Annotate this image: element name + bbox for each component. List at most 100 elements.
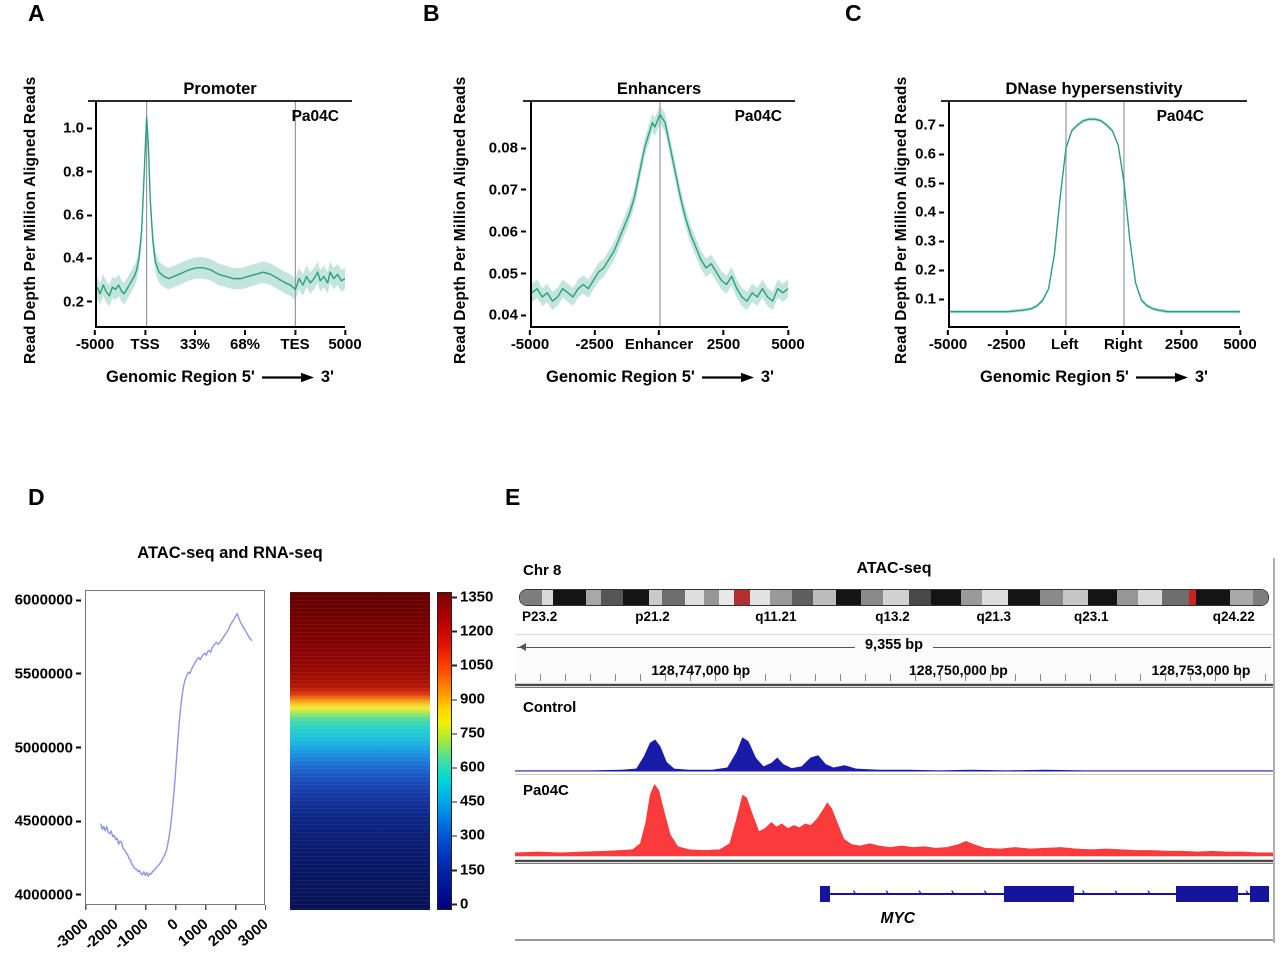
track-label: Pa04C bbox=[523, 782, 569, 799]
cytoband bbox=[883, 590, 909, 605]
right-arrow-icon bbox=[1135, 372, 1188, 383]
y-tick-label: 0.1 bbox=[915, 290, 944, 308]
cytoband bbox=[733, 590, 751, 605]
cytoband-label: q11.21 bbox=[755, 609, 797, 624]
cytoband bbox=[1230, 590, 1253, 605]
cytoband-label: q21.3 bbox=[976, 609, 1012, 624]
colorbar-tick-label: 1350 bbox=[451, 588, 494, 606]
caption-text: Genomic Region 5' bbox=[106, 368, 255, 386]
chromosome-label: Chr 8 bbox=[523, 562, 562, 579]
panel-b-x-ticks: -5000 -2500 Enhancer 2500 5000 bbox=[511, 330, 805, 356]
y-tick-label: 0.3 bbox=[915, 232, 944, 250]
cytoband bbox=[908, 590, 932, 605]
panel-d-letter: D bbox=[28, 484, 45, 510]
panel-c-y-ticks: 0.7 0.6 0.5 0.4 0.3 0.2 0.1 bbox=[900, 102, 944, 328]
x-tick-label: -2500 bbox=[575, 330, 614, 353]
panel-a-top-spine bbox=[88, 100, 352, 102]
panel-c-title: DNase hypersenstivity bbox=[1005, 80, 1183, 98]
y-tick-label: 5000000 bbox=[14, 739, 82, 756]
y-tick-label: 0.4 bbox=[915, 203, 944, 221]
y-tick-label: 0.6 bbox=[63, 206, 92, 224]
control-baseline bbox=[515, 770, 1273, 772]
panel-b-title: Enhancers bbox=[616, 80, 702, 98]
panel-c-plot: Pa04C bbox=[948, 102, 1240, 328]
control-coverage-area bbox=[515, 737, 1273, 772]
cytoband bbox=[1161, 590, 1189, 605]
panel-d-y-ticks: 6000000 5500000 5000000 4500000 4000000 bbox=[0, 590, 82, 905]
x-tick-label: -2000 bbox=[81, 915, 122, 954]
cytoband bbox=[1116, 590, 1138, 605]
x-tick-label: -5000 bbox=[510, 330, 550, 353]
cytoband bbox=[792, 590, 814, 605]
x-tick-label: -3000 bbox=[51, 915, 92, 954]
panel-d-title: ATAC-seq and RNA-seq bbox=[137, 544, 323, 562]
cytoband bbox=[1007, 590, 1041, 605]
x-tick-label: 5000 bbox=[771, 330, 805, 353]
x-tick-label: Left bbox=[1051, 330, 1079, 353]
x-tick-label: -5000 bbox=[75, 330, 115, 353]
x-tick-label: -2500 bbox=[987, 330, 1026, 353]
control-track: Control bbox=[515, 692, 1273, 775]
colorbar-tick-label: 1200 bbox=[451, 622, 494, 640]
caption-text: 3' bbox=[760, 368, 774, 386]
cytoband bbox=[623, 590, 649, 605]
colorbar-tick-label: 0 bbox=[451, 895, 469, 913]
dn-ase-line-chart bbox=[950, 102, 1240, 326]
cytoband bbox=[703, 590, 719, 605]
cytoband bbox=[662, 590, 685, 605]
pa04c-track: Pa04C bbox=[515, 775, 1273, 860]
panel-d-x-ticks: -3000 -2000 -1000 0 1000 2000 3000 bbox=[51, 908, 271, 956]
pa04c-coverage-area bbox=[515, 784, 1273, 857]
y-tick-label: 0.4 bbox=[63, 249, 92, 267]
panel-d-plot bbox=[85, 590, 265, 905]
x-tick-label: 2500 bbox=[1164, 330, 1199, 353]
cytoband bbox=[600, 590, 624, 605]
y-tick-label: 0.8 bbox=[63, 163, 92, 181]
gene-name-label: MYC bbox=[880, 910, 916, 927]
panel-c-top-spine bbox=[941, 100, 1247, 102]
gene-exon bbox=[1250, 886, 1270, 902]
gene-track: MYC › › › › › › › › › › › › › › › › › › … bbox=[515, 868, 1273, 941]
panel-d-x-tickmarks bbox=[85, 905, 266, 910]
panel-a-sample-label: Pa04C bbox=[291, 108, 339, 125]
cytoband bbox=[961, 590, 983, 605]
y-tick-label: 0.05 bbox=[488, 265, 527, 283]
panel-b-x-axis-caption: Genomic Region 5' 3' bbox=[512, 368, 808, 387]
cytoband bbox=[520, 590, 543, 605]
panel-c-x-ticks: -5000 -2500 Left Right 2500 5000 bbox=[929, 330, 1257, 356]
caption-text: 3' bbox=[1194, 368, 1208, 386]
panel-a-title: Promoter bbox=[183, 80, 257, 98]
cytoband bbox=[1137, 590, 1162, 605]
y-tick-label: 0.6 bbox=[915, 145, 944, 163]
enhancers-line-chart bbox=[532, 102, 788, 326]
colorbar-ticks: 1350 1200 1050 900 750 600 450 300 150 0 bbox=[451, 588, 504, 913]
cytoband-label: q24.22 bbox=[1212, 609, 1255, 624]
colorbar-tick-label: 1050 bbox=[451, 656, 494, 674]
x-tick-label: 0 bbox=[164, 915, 182, 934]
pa04c-baseline bbox=[515, 855, 1273, 857]
y-tick-label: 5500000 bbox=[14, 665, 82, 683]
chromosome-ideogram bbox=[519, 589, 1269, 606]
x-tick-label: 3000 bbox=[235, 915, 272, 951]
cytoband-label: P23.2 bbox=[522, 609, 558, 624]
cytoband-label: q23.1 bbox=[1074, 609, 1109, 624]
x-tick-label: -1000 bbox=[111, 915, 152, 954]
cytoband bbox=[1195, 590, 1231, 605]
y-tick-label: 0.06 bbox=[488, 223, 527, 241]
x-tick-label: 5000 bbox=[328, 330, 362, 353]
panel-b-sample-label: Pa04C bbox=[734, 108, 782, 125]
x-tick-label: 1000 bbox=[175, 915, 212, 951]
x-tick-label: 2000 bbox=[205, 915, 242, 951]
panel-e-letter: E bbox=[505, 484, 521, 510]
x-tick-label: Enhancer bbox=[624, 330, 694, 353]
cytoband bbox=[769, 590, 793, 605]
colorbar-tick-label: 600 bbox=[451, 758, 486, 776]
colorbar-tick-label: 150 bbox=[451, 861, 486, 879]
y-tick-label: 0.2 bbox=[915, 261, 944, 279]
igv-track-title: ATAC-seq bbox=[856, 560, 932, 577]
right-arrow-icon bbox=[701, 372, 754, 383]
caption-text: Genomic Region 5' bbox=[546, 368, 695, 386]
cytoband bbox=[750, 590, 770, 605]
y-tick-label: 1.0 bbox=[63, 119, 92, 137]
